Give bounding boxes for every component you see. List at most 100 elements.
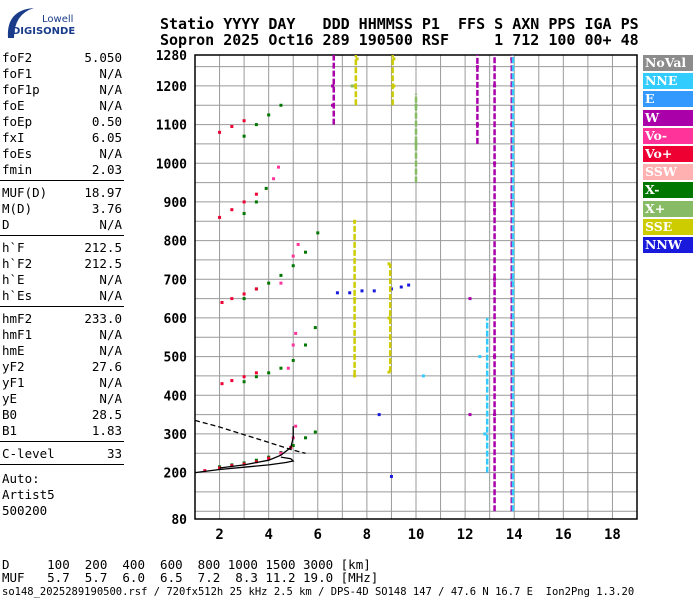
y-tick-label: 1200	[156, 80, 187, 95]
legend-item-sse: SSE	[643, 218, 693, 235]
param-value: N/A	[99, 327, 122, 342]
param-value: N/A	[99, 272, 122, 287]
legend-item-ssw: SSW	[643, 164, 693, 181]
param-name: hmE	[2, 343, 25, 358]
footer-file-info: so148_2025289190500.rsf / 720fx512h 25 k…	[2, 586, 635, 598]
y-tick-label: 1000	[156, 157, 187, 172]
data-point	[414, 142, 418, 146]
data-point	[254, 200, 258, 204]
data-point	[276, 165, 280, 169]
data-point	[230, 125, 234, 129]
param-row-hme: hmE N/A	[2, 343, 122, 359]
data-point	[468, 413, 472, 417]
data-point	[483, 432, 487, 436]
param-row-hf: h`F 212.5	[2, 240, 122, 256]
param-name: D	[2, 217, 10, 232]
logo-text-main: DIGISONDE	[12, 26, 76, 37]
param-row-hmf1: hmF1 N/A	[2, 327, 122, 343]
param-value: 5.050	[84, 50, 122, 65]
data-point	[304, 343, 307, 347]
y-tick-label: 200	[164, 467, 188, 482]
param-name: MUF(D)	[2, 185, 48, 200]
y-tick-label: 1100	[156, 119, 187, 134]
param-row-fmin: fmin 2.03	[2, 162, 122, 178]
param-value: 212.5	[84, 256, 122, 271]
panel-divider	[0, 464, 124, 465]
data-point	[279, 451, 283, 455]
y-tick-label: 1280	[156, 49, 187, 64]
profile-trace	[219, 426, 294, 469]
data-point	[304, 250, 307, 254]
data-point	[331, 84, 335, 88]
data-point	[286, 366, 290, 370]
data-point	[218, 215, 222, 219]
data-point	[468, 297, 472, 301]
data-point	[348, 291, 352, 295]
param-value: N/A	[99, 82, 122, 97]
data-point	[294, 331, 298, 335]
param-row-fxi: fxI 6.05	[2, 130, 122, 146]
data-point	[242, 119, 246, 123]
param-value: 18.97	[84, 185, 122, 200]
param-row-b1: B1 1.83	[2, 423, 122, 439]
param-name: h`E	[2, 272, 25, 287]
param-row-d: D N/A	[2, 217, 122, 233]
data-point	[313, 430, 317, 434]
data-point	[254, 192, 258, 196]
param-name: B1	[2, 423, 18, 438]
auto-line: 500200	[2, 503, 48, 518]
y-tick-label: 500	[164, 351, 188, 366]
legend-item-w: W	[643, 109, 693, 126]
data-point	[313, 326, 317, 330]
param-value: N/A	[99, 288, 122, 303]
param-value: 0.50	[91, 114, 122, 129]
param-row-foe: foE N/A	[2, 98, 122, 114]
legend-item-e: E	[643, 91, 693, 108]
y-tick-label: 800	[164, 235, 188, 250]
distance-row: D 100 200 400 600 800 1000 1500 3000 [km…	[2, 557, 371, 572]
header-line-1: Statio YYYY DAY DDD HHMMSS P1 FFS S AXN …	[160, 15, 639, 33]
auto-line: Artist5	[2, 487, 55, 502]
data-point	[335, 291, 339, 295]
data-point	[242, 380, 246, 384]
data-point	[254, 460, 258, 464]
data-point	[377, 413, 381, 417]
x-tick-label: 14	[506, 527, 523, 543]
data-point	[267, 281, 271, 285]
param-row-mufd: MUF(D) 18.97	[2, 185, 122, 201]
legend-item-nne: NNE	[643, 73, 693, 90]
auto-line: Auto:	[2, 471, 40, 486]
param-row-hf2: h`F2 212.5	[2, 256, 122, 272]
param-row-he: h`E N/A	[2, 272, 122, 288]
param-value: N/A	[99, 391, 122, 406]
data-point	[296, 242, 300, 246]
muf-row: MUF 5.7 5.7 6.0 6.5 7.2 8.3 11.2 19.0 [M…	[2, 570, 379, 585]
param-row-ye: yE N/A	[2, 391, 122, 407]
panel-divider	[0, 306, 124, 307]
param-name: foEs	[2, 146, 33, 161]
data-point	[242, 292, 246, 296]
header-line-2: Sopron 2025 Oct16 289 190500 RSF 1 712 1…	[160, 31, 639, 49]
data-point	[220, 300, 224, 304]
param-value: 233.0	[84, 311, 122, 326]
data-point	[264, 186, 268, 190]
x-tick-label: 16	[555, 527, 572, 543]
param-value: 3.76	[91, 201, 122, 216]
data-point	[254, 371, 258, 375]
data-point	[294, 424, 298, 428]
data-point	[242, 134, 246, 138]
param-name: fxI	[2, 130, 25, 145]
param-row-hmf2: hmF2 233.0	[2, 311, 122, 327]
data-point	[392, 57, 396, 61]
param-name: h`Es	[2, 288, 33, 303]
param-row-b0: B0 28.5	[2, 407, 122, 423]
param-row-foep: foEp 0.50	[2, 114, 122, 130]
param-value: 2.03	[91, 162, 122, 177]
data-point	[267, 113, 271, 117]
data-point	[272, 177, 276, 181]
data-point	[291, 358, 295, 362]
data-point	[254, 458, 258, 462]
param-value: 33	[106, 446, 122, 461]
logo-text-top: Lowell	[42, 14, 74, 25]
param-row-yf1: yF1 N/A	[2, 375, 122, 391]
